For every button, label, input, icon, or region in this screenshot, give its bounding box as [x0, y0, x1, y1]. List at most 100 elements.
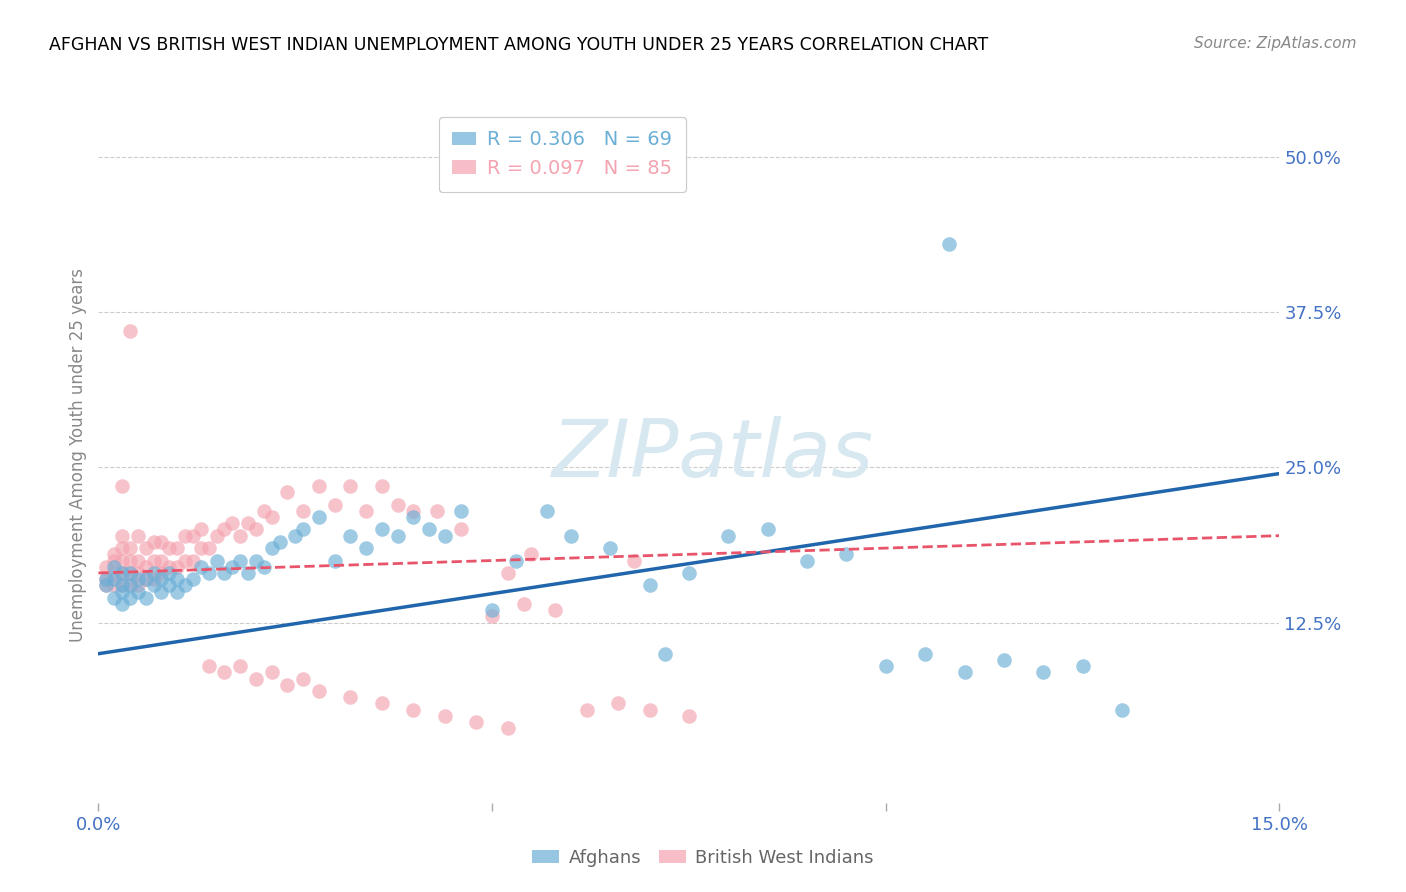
Point [111, 479, 134, 493]
Point [339, 529, 361, 543]
Point [174, 578, 197, 592]
Point [229, 659, 252, 673]
Point [103, 559, 125, 574]
Y-axis label: Unemployment Among Youth under 25 years: Unemployment Among Youth under 25 years [69, 268, 87, 642]
Point [354, 504, 377, 518]
Point [111, 584, 134, 599]
Point [292, 672, 315, 686]
Legend: R = 0.306   N = 69, R = 0.097   N = 85: R = 0.306 N = 69, R = 0.097 N = 85 [439, 117, 686, 192]
Point [599, 541, 621, 555]
Point [205, 529, 228, 543]
Point [166, 559, 188, 574]
Point [481, 603, 503, 617]
Point [236, 566, 259, 580]
Point [245, 523, 267, 537]
Point [127, 566, 149, 580]
Point [450, 504, 472, 518]
Point [402, 703, 425, 717]
Point [142, 572, 165, 586]
Point [387, 498, 409, 512]
Point [118, 541, 141, 555]
Point [308, 684, 330, 698]
Text: ZIPatlas: ZIPatlas [551, 416, 873, 494]
Point [339, 479, 361, 493]
Point [339, 690, 361, 705]
Point [260, 510, 283, 524]
Point [157, 541, 180, 555]
Point [181, 572, 204, 586]
Point [292, 504, 315, 518]
Point [260, 541, 283, 555]
Point [118, 566, 141, 580]
Point [103, 578, 125, 592]
Point [308, 510, 330, 524]
Point [103, 591, 125, 605]
Point [150, 572, 173, 586]
Point [284, 529, 307, 543]
Point [253, 559, 276, 574]
Point [560, 529, 582, 543]
Point [127, 553, 149, 567]
Point [512, 597, 534, 611]
Point [174, 553, 197, 567]
Point [127, 572, 149, 586]
Point [1111, 703, 1133, 717]
Point [1071, 659, 1094, 673]
Point [575, 703, 598, 717]
Point [157, 559, 180, 574]
Point [157, 566, 180, 580]
Point [426, 504, 449, 518]
Point [118, 324, 141, 338]
Point [214, 566, 236, 580]
Point [520, 547, 543, 561]
Point [276, 678, 298, 692]
Point [103, 547, 125, 561]
Text: AFGHAN VS BRITISH WEST INDIAN UNEMPLOYMENT AMONG YOUTH UNDER 25 YEARS CORRELATIO: AFGHAN VS BRITISH WEST INDIAN UNEMPLOYME… [49, 36, 988, 54]
Point [253, 504, 276, 518]
Point [260, 665, 283, 680]
Point [135, 541, 157, 555]
Point [505, 553, 527, 567]
Point [354, 541, 377, 555]
Point [96, 578, 118, 592]
Point [127, 529, 149, 543]
Point [166, 584, 188, 599]
Point [205, 553, 228, 567]
Point [111, 578, 134, 592]
Point [118, 578, 141, 592]
Point [103, 566, 125, 580]
Point [308, 479, 330, 493]
Point [544, 603, 567, 617]
Point [127, 578, 149, 592]
Point [245, 553, 267, 567]
Point [111, 566, 134, 580]
Point [387, 529, 409, 543]
Point [1032, 665, 1054, 680]
Point [111, 597, 134, 611]
Point [371, 523, 394, 537]
Point [150, 566, 173, 580]
Point [654, 647, 676, 661]
Point [433, 529, 456, 543]
Point [481, 609, 503, 624]
Point [111, 566, 134, 580]
Point [835, 547, 858, 561]
Point [323, 553, 346, 567]
Point [229, 553, 252, 567]
Legend: Afghans, British West Indians: Afghans, British West Indians [524, 842, 882, 874]
Point [135, 572, 157, 586]
Point [371, 697, 394, 711]
Point [323, 498, 346, 512]
Point [181, 553, 204, 567]
Point [96, 572, 118, 586]
Point [221, 559, 243, 574]
Point [166, 572, 188, 586]
Point [142, 566, 165, 580]
Point [402, 504, 425, 518]
Text: Source: ZipAtlas.com: Source: ZipAtlas.com [1194, 36, 1357, 51]
Point [150, 584, 173, 599]
Point [111, 529, 134, 543]
Point [638, 578, 661, 592]
Point [465, 714, 488, 729]
Point [142, 534, 165, 549]
